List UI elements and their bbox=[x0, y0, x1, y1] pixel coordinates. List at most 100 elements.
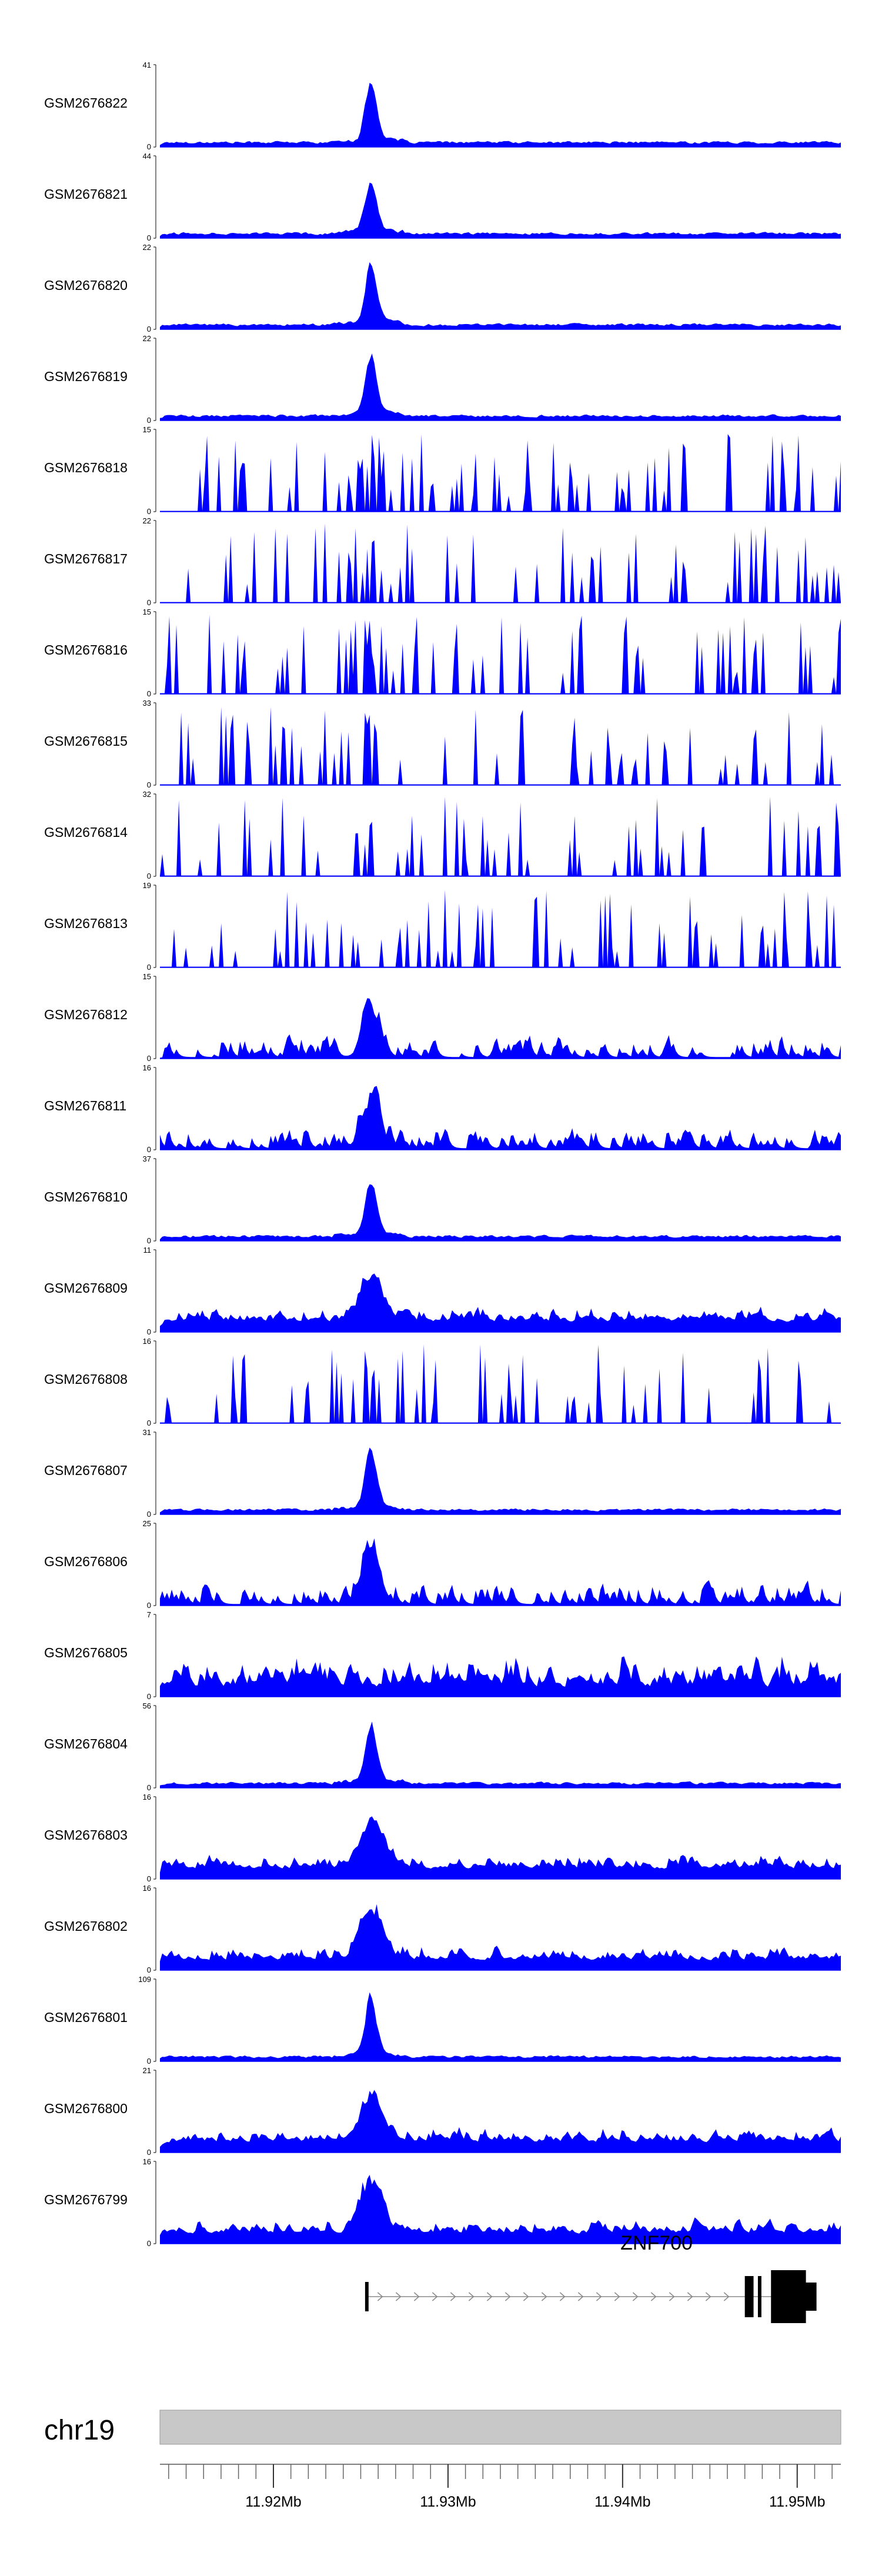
axis-tick-label: 11.94Mb bbox=[594, 2494, 650, 2510]
track-ymax-label: 22 bbox=[143, 516, 151, 525]
coverage-signal bbox=[160, 796, 841, 876]
coverage-signal bbox=[160, 1184, 841, 1241]
track-ymin-label: 0 bbox=[147, 780, 151, 789]
track-GSM2676811: GSM2676811 16 0 bbox=[44, 1063, 841, 1154]
strand-arrow bbox=[559, 2292, 566, 2301]
track-ymax-label: 16 bbox=[143, 2157, 151, 2166]
track-label: GSM2676822 bbox=[44, 95, 128, 111]
strand-arrow bbox=[395, 2292, 402, 2301]
track-GSM2676805: GSM2676805 7 0 bbox=[44, 1610, 841, 1701]
strand-arrow bbox=[413, 2292, 420, 2301]
track-ymax-label: 19 bbox=[143, 881, 151, 890]
track-label: GSM2676819 bbox=[44, 369, 128, 384]
coverage-signal bbox=[160, 998, 841, 1059]
coverage-signal bbox=[160, 1538, 841, 1606]
strand-arrow bbox=[450, 2292, 456, 2301]
track-label: GSM2676813 bbox=[44, 916, 128, 931]
track-GSM2676813: GSM2676813 19 0 bbox=[44, 881, 841, 972]
track-label: GSM2676821 bbox=[44, 186, 128, 202]
strand-arrow bbox=[432, 2292, 438, 2301]
track-label: GSM2676815 bbox=[44, 733, 128, 749]
track-ymin-label: 0 bbox=[147, 233, 151, 242]
track-ymax-label: 11 bbox=[143, 1246, 152, 1254]
track-ymin-label: 0 bbox=[147, 963, 151, 972]
track-GSM2676820: GSM2676820 22 0 bbox=[44, 243, 841, 333]
track-ymax-label: 16 bbox=[143, 1884, 151, 1893]
track-label: GSM2676809 bbox=[44, 1280, 128, 1296]
exon bbox=[771, 2270, 806, 2323]
track-label: GSM2676805 bbox=[44, 1645, 128, 1660]
strand-arrow bbox=[596, 2292, 602, 2301]
track-GSM2676814: GSM2676814 32 0 bbox=[44, 790, 841, 880]
track-ymax-label: 109 bbox=[138, 1975, 151, 1984]
track-GSM2676809: GSM2676809 11 0 bbox=[44, 1246, 841, 1336]
axis-tick-label: 11.93Mb bbox=[420, 2494, 476, 2510]
track-GSM2676812: GSM2676812 15 0 bbox=[44, 972, 841, 1063]
strand-arrow bbox=[505, 2292, 511, 2301]
track-label: GSM2676820 bbox=[44, 278, 128, 293]
track-label: GSM2676806 bbox=[44, 1554, 128, 1569]
track-label: GSM2676801 bbox=[44, 2010, 128, 2025]
track-ymin-label: 0 bbox=[147, 1145, 151, 1154]
track-ymin-label: 0 bbox=[147, 325, 151, 333]
strand-arrow bbox=[523, 2292, 529, 2301]
track-ymin-label: 0 bbox=[147, 1601, 151, 1610]
track-ymax-label: 15 bbox=[143, 972, 151, 981]
gene-track: ZNF700 bbox=[365, 2232, 817, 2323]
coverage-signal bbox=[160, 1086, 841, 1150]
chromosome-label: chr19 bbox=[44, 2415, 115, 2446]
track-GSM2676822: GSM2676822 41 0 bbox=[44, 61, 841, 151]
track-label: GSM2676808 bbox=[44, 1372, 128, 1387]
track-ymax-label: 33 bbox=[143, 699, 151, 708]
coverage-signal bbox=[160, 1273, 841, 1332]
track-GSM2676816: GSM2676816 15 0 bbox=[44, 608, 841, 698]
track-GSM2676807: GSM2676807 31 0 bbox=[44, 1428, 841, 1519]
track-ymin-label: 0 bbox=[147, 2148, 151, 2157]
track-ymin-label: 0 bbox=[147, 1236, 151, 1245]
genome-axis: chr19 11.92Mb 11.93Mb 11.94Mb 11.95Mb bbox=[44, 2410, 841, 2510]
track-GSM2676808: GSM2676808 16 0 bbox=[44, 1337, 841, 1427]
track-ymin-label: 0 bbox=[147, 416, 151, 425]
track-GSM2676800: GSM2676800 21 0 bbox=[44, 2066, 841, 2157]
coverage-signal bbox=[160, 1992, 841, 2061]
coverage-signal bbox=[160, 1447, 841, 1514]
exon bbox=[744, 2276, 754, 2317]
coverage-signal bbox=[160, 1721, 841, 1788]
strand-arrow bbox=[577, 2292, 584, 2301]
strand-arrow bbox=[723, 2292, 730, 2301]
track-GSM2676804: GSM2676804 56 0 bbox=[44, 1701, 841, 1792]
exon bbox=[365, 2282, 369, 2311]
track-GSM2676806: GSM2676806 25 0 bbox=[44, 1519, 841, 1610]
track-GSM2676799: GSM2676799 16 0 bbox=[44, 2157, 841, 2248]
signal-tracks: GSM2676822410GSM2676821440GSM2676820220G… bbox=[44, 61, 841, 2248]
strand-arrow bbox=[687, 2292, 693, 2301]
coverage-signal bbox=[160, 2090, 841, 2153]
track-ymax-label: 16 bbox=[143, 1063, 151, 1072]
track-GSM2676819: GSM2676819 22 0 bbox=[44, 334, 841, 425]
track-ymax-label: 32 bbox=[143, 790, 151, 799]
track-ymax-label: 15 bbox=[143, 608, 151, 616]
track-ymin-label: 0 bbox=[147, 2057, 151, 2066]
strand-arrow bbox=[632, 2292, 639, 2301]
track-GSM2676810: GSM2676810 37 0 bbox=[44, 1154, 841, 1245]
track-GSM2676818: GSM2676818 15 0 bbox=[44, 425, 841, 516]
coverage-signal bbox=[160, 262, 841, 329]
track-label: GSM2676814 bbox=[44, 825, 128, 840]
gene-name-label: ZNF700 bbox=[620, 2232, 693, 2254]
track-GSM2676817: GSM2676817 22 0 bbox=[44, 516, 841, 607]
track-ymin-label: 0 bbox=[147, 1510, 151, 1519]
strand-arrow bbox=[468, 2292, 475, 2301]
utr-block bbox=[804, 2283, 817, 2311]
track-ymax-label: 7 bbox=[147, 1610, 151, 1619]
strand-arrow bbox=[705, 2292, 711, 2301]
exon bbox=[757, 2276, 761, 2317]
track-GSM2676801: GSM2676801 109 0 bbox=[44, 1975, 841, 2066]
track-label: GSM2676807 bbox=[44, 1463, 128, 1478]
coverage-signal bbox=[160, 182, 841, 238]
track-ymin-label: 0 bbox=[147, 507, 151, 516]
coverage-signal bbox=[160, 353, 841, 421]
coverage-signal bbox=[160, 434, 841, 512]
coverage-signal bbox=[160, 523, 841, 603]
track-GSM2676803: GSM2676803 16 0 bbox=[44, 1793, 841, 1883]
coverage-signal bbox=[160, 615, 841, 694]
